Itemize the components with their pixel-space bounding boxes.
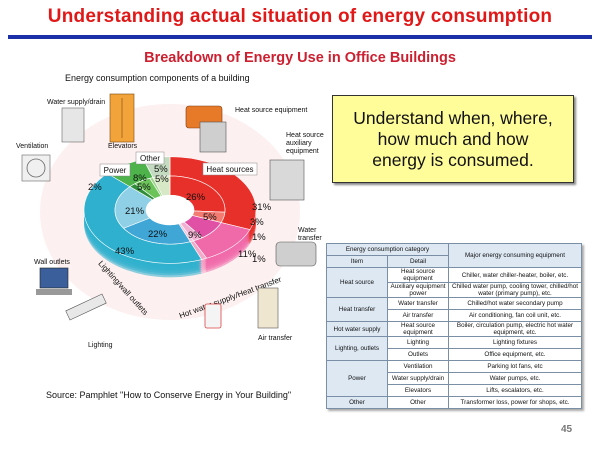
cell-detail: Elevators — [387, 384, 449, 397]
callout-box: Understand when, where, how much and how… — [332, 95, 574, 183]
page-title: Understanding actual situation of energy… — [47, 6, 553, 27]
pct-outer-2: 2% — [88, 182, 102, 193]
callout-line-1: Understand when, where, — [353, 107, 553, 128]
label-heat-aux-3: equipment — [286, 148, 319, 155]
pie-inner-ring — [114, 175, 226, 245]
cell-major: Chiller, water chiller-heater, boiler, e… — [448, 267, 582, 283]
cell-detail: Water supply/drain — [387, 372, 449, 385]
pct-outer-43: 43% — [115, 246, 135, 257]
page-number: 45 — [561, 424, 573, 435]
legend-other-box — [135, 151, 165, 165]
cell-major: Transformer loss, power for shops, etc. — [448, 396, 582, 409]
chart-caption: Energy consumption components of a build… — [65, 73, 250, 83]
cell-major: Chilled water pump, cooling tower, chill… — [448, 282, 582, 298]
pct-outer-31: 31% — [252, 202, 272, 213]
title-divider — [8, 35, 592, 39]
table-row: Heat transfer Water transfer Chilled/hot… — [326, 297, 582, 322]
legend-other: Other — [140, 154, 160, 163]
air-handler-icon — [257, 287, 279, 329]
pct-inner-3: 3% — [250, 217, 264, 228]
table-row: Other Other Transformer loss, power for … — [326, 396, 582, 409]
lighting-fixture-icon — [65, 293, 107, 321]
legend-heat-sources: Heat sources — [206, 165, 253, 174]
legend-power-box — [99, 163, 131, 177]
cell-detail: Lighting — [387, 336, 449, 349]
cell-detail: Air transfer — [387, 309, 449, 322]
legend-heat-sources-box — [202, 162, 258, 176]
cell-item: Power — [326, 360, 388, 397]
label-heat-aux-1: Heat source — [286, 132, 324, 139]
label-water-transfer-1: Water — [298, 227, 317, 234]
label-heat-aux-2: auxiliary — [286, 140, 312, 147]
cell-detail: Other — [387, 396, 449, 409]
label-lighting: Lighting — [88, 342, 113, 349]
pct-outer-1: 1% — [252, 232, 266, 243]
table-row: Elevators Lifts, escalators, etc. — [327, 384, 582, 397]
cell-item: Lighting, outlets — [326, 336, 388, 361]
cell-detail: Outlets — [387, 348, 449, 361]
header-item: Item — [326, 255, 388, 268]
label-water-transfer-2: transfer — [298, 235, 322, 242]
cell-detail: Auxiliary equipment power — [387, 282, 449, 298]
table-row: Auxiliary equipment power Chilled water … — [327, 282, 582, 298]
label-water-supply: Water supply/drain — [47, 99, 105, 106]
computer-icon — [39, 267, 69, 289]
pct-inner-5: 5% — [203, 212, 217, 223]
label-air-transfer: Air transfer — [258, 335, 293, 342]
water-tank-icon — [61, 107, 85, 143]
pct-inner-5b: 5% — [137, 182, 151, 193]
label-elevators: Elevators — [108, 143, 138, 150]
legend-power: Power — [104, 166, 127, 175]
pct-outer-1b: 1% — [252, 254, 266, 265]
source-note: Source: Pamphlet "How to Conserve Energy… — [46, 390, 292, 400]
pct-inner-9: 9% — [188, 230, 202, 241]
header-category: Energy consumption category — [326, 243, 449, 256]
pct-inner-21: 21% — [125, 206, 145, 217]
cell-item: Other — [326, 396, 388, 409]
page-subtitle: Breakdown of Energy Use in Office Buildi… — [144, 50, 456, 66]
label-wall-outlets: Wall outlets — [34, 259, 70, 266]
cell-major: Lighting fixtures — [448, 336, 582, 349]
pct-outer-8: 8% — [133, 173, 147, 184]
cell-major: Office equipment, etc. — [448, 348, 582, 361]
cell-major: Boiler, circulation pump, electric hot w… — [448, 321, 582, 337]
cell-detail: Heat source equipment — [387, 321, 449, 337]
water-heater-icon — [204, 303, 222, 329]
callout-line-2: how much and how — [377, 128, 529, 149]
cell-item: Hot water supply — [326, 321, 388, 337]
energy-pie-chart: Power Other Heat sources Hot water suppl… — [16, 93, 324, 349]
label-heat-source-equipment: Heat source equipment — [235, 107, 307, 114]
table-row: Hot water supply Heat source equipment B… — [326, 321, 582, 337]
callout-line-3: energy is consumed. — [372, 149, 534, 170]
cell-major: Chilled/hot water secondary pump — [448, 297, 582, 310]
table-row: Lighting, outlets Lighting Lighting fixt… — [326, 336, 582, 361]
cell-major: Parking lot fans, etc — [448, 360, 582, 373]
pct-inner-26: 26% — [186, 192, 206, 203]
cooling-tower-icon — [269, 159, 305, 201]
pct-outer-5: 5% — [154, 164, 168, 175]
pct-inner-5c: 5% — [155, 174, 169, 185]
header-detail: Detail — [387, 255, 449, 268]
cell-major: Water pumps, etc. — [448, 372, 582, 385]
table-row: Heat source Heat source equipment Chille… — [326, 267, 582, 298]
cell-detail: Ventilation — [387, 360, 449, 373]
pump-icon — [275, 241, 317, 267]
cell-item: Heat source — [326, 267, 388, 298]
table-row: Air transfer Air conditioning, fan coil … — [327, 309, 582, 322]
cell-detail: Heat source equipment — [387, 267, 449, 283]
pct-outer-11: 11% — [238, 249, 257, 260]
cell-detail: Water transfer — [387, 297, 449, 310]
label-ventilation: Ventilation — [16, 143, 48, 150]
header-major: Major energy consuming equipment — [448, 243, 582, 268]
table-row: Power Ventilation Parking lot fans, etc — [326, 360, 582, 397]
pie-hole — [146, 195, 194, 225]
boiler-icon — [199, 121, 227, 153]
category-table: Energy consumption category Major energy… — [326, 243, 582, 409]
cell-major: Air conditioning, fan coil unit, etc. — [448, 309, 582, 322]
pct-inner-22: 22% — [148, 229, 168, 240]
cell-major: Lifts, escalators, etc. — [448, 384, 582, 397]
table-row: Water supply/drain Water pumps, etc. — [327, 372, 582, 385]
cell-item: Heat transfer — [326, 297, 388, 322]
